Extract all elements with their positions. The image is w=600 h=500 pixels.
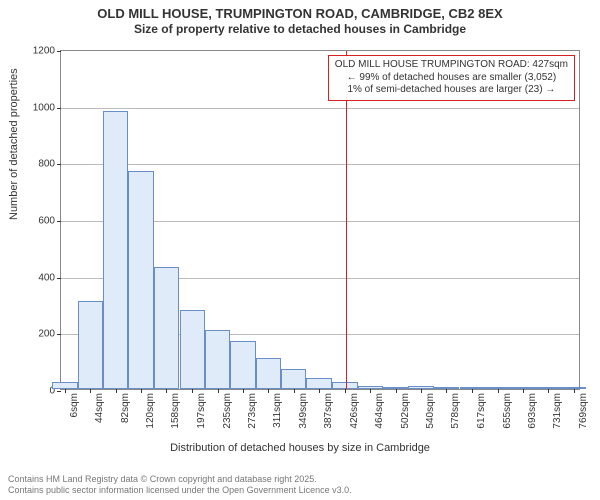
gridline <box>61 108 579 109</box>
xtick-label: 349sqm <box>298 393 309 429</box>
histogram-bar <box>256 358 281 389</box>
ytick-label: 800 <box>15 159 61 170</box>
xtick-mark <box>116 389 117 393</box>
xtick-mark <box>574 389 575 393</box>
xtick-label: 426sqm <box>349 393 360 429</box>
xtick-mark <box>396 389 397 393</box>
xtick-label: 273sqm <box>247 393 258 429</box>
xtick-mark <box>218 389 219 393</box>
histogram-bar <box>306 378 331 389</box>
chart-title-line1: OLD MILL HOUSE, TRUMPINGTON ROAD, CAMBRI… <box>0 0 600 22</box>
xtick-mark <box>166 389 167 393</box>
xtick-label: 502sqm <box>400 393 411 429</box>
xtick-label: 235sqm <box>222 393 233 429</box>
xtick-label: 387sqm <box>323 393 334 429</box>
histogram-bar <box>78 301 103 389</box>
ytick-label: 200 <box>15 329 61 340</box>
histogram-bar <box>128 171 153 389</box>
annotation-box: OLD MILL HOUSE TRUMPINGTON ROAD: 427sqm←… <box>328 55 575 101</box>
histogram-bar <box>154 267 179 389</box>
xtick-label: 6sqm <box>69 393 80 417</box>
xtick-label: 311sqm <box>272 393 283 428</box>
xtick-mark <box>523 389 524 393</box>
histogram-bar <box>281 369 306 389</box>
xtick-mark <box>65 389 66 393</box>
xtick-mark <box>472 389 473 393</box>
x-axis-label: Distribution of detached houses by size … <box>0 442 600 454</box>
chart-container: OLD MILL HOUSE, TRUMPINGTON ROAD, CAMBRI… <box>0 0 600 500</box>
xtick-mark <box>141 389 142 393</box>
xtick-mark <box>319 389 320 393</box>
footer-line1: Contains HM Land Registry data © Crown c… <box>8 474 352 485</box>
xtick-label: 158sqm <box>170 393 181 429</box>
gridline <box>61 164 579 165</box>
xtick-mark <box>548 389 549 393</box>
xtick-mark <box>192 389 193 393</box>
histogram-bar <box>103 111 128 389</box>
histogram-bar <box>180 310 205 389</box>
xtick-mark <box>345 389 346 393</box>
xtick-label: 197sqm <box>196 393 207 429</box>
xtick-label: 617sqm <box>476 393 487 429</box>
ytick-label: 600 <box>15 216 61 227</box>
xtick-label: 655sqm <box>502 393 513 429</box>
annotation-line: OLD MILL HOUSE TRUMPINGTON ROAD: 427sqm <box>335 59 568 72</box>
chart-title-line2: Size of property relative to detached ho… <box>0 22 600 36</box>
ytick-label: 1200 <box>15 46 61 57</box>
xtick-label: 731sqm <box>552 393 563 429</box>
xtick-mark <box>90 389 91 393</box>
xtick-label: 120sqm <box>145 393 156 429</box>
xtick-mark <box>446 389 447 393</box>
histogram-bar <box>230 341 255 389</box>
xtick-label: 769sqm <box>578 393 589 429</box>
xtick-mark <box>268 389 269 393</box>
marker-line <box>346 51 347 389</box>
xtick-label: 464sqm <box>374 393 385 429</box>
xtick-label: 693sqm <box>527 393 538 429</box>
xtick-mark <box>498 389 499 393</box>
annotation-line: 1% of semi-detached houses are larger (2… <box>335 84 568 97</box>
xtick-mark <box>294 389 295 393</box>
footer-line2: Contains public sector information licen… <box>8 485 352 496</box>
histogram-bar <box>52 382 77 389</box>
ytick-label: 1000 <box>15 102 61 113</box>
footer-attribution: Contains HM Land Registry data © Crown c… <box>8 474 352 496</box>
xtick-label: 82sqm <box>120 393 131 423</box>
histogram-bar <box>205 330 230 390</box>
xtick-label: 540sqm <box>425 393 436 429</box>
y-axis-label: Number of detached properties <box>8 68 20 220</box>
xtick-mark <box>243 389 244 393</box>
xtick-mark <box>421 389 422 393</box>
xtick-label: 578sqm <box>450 393 461 429</box>
xtick-mark <box>370 389 371 393</box>
annotation-line: ← 99% of detached houses are smaller (3,… <box>335 72 568 85</box>
ytick-label: 400 <box>15 272 61 283</box>
plot-area: 0200400600800100012006sqm44sqm82sqm120sq… <box>60 50 580 390</box>
xtick-label: 44sqm <box>94 393 105 423</box>
